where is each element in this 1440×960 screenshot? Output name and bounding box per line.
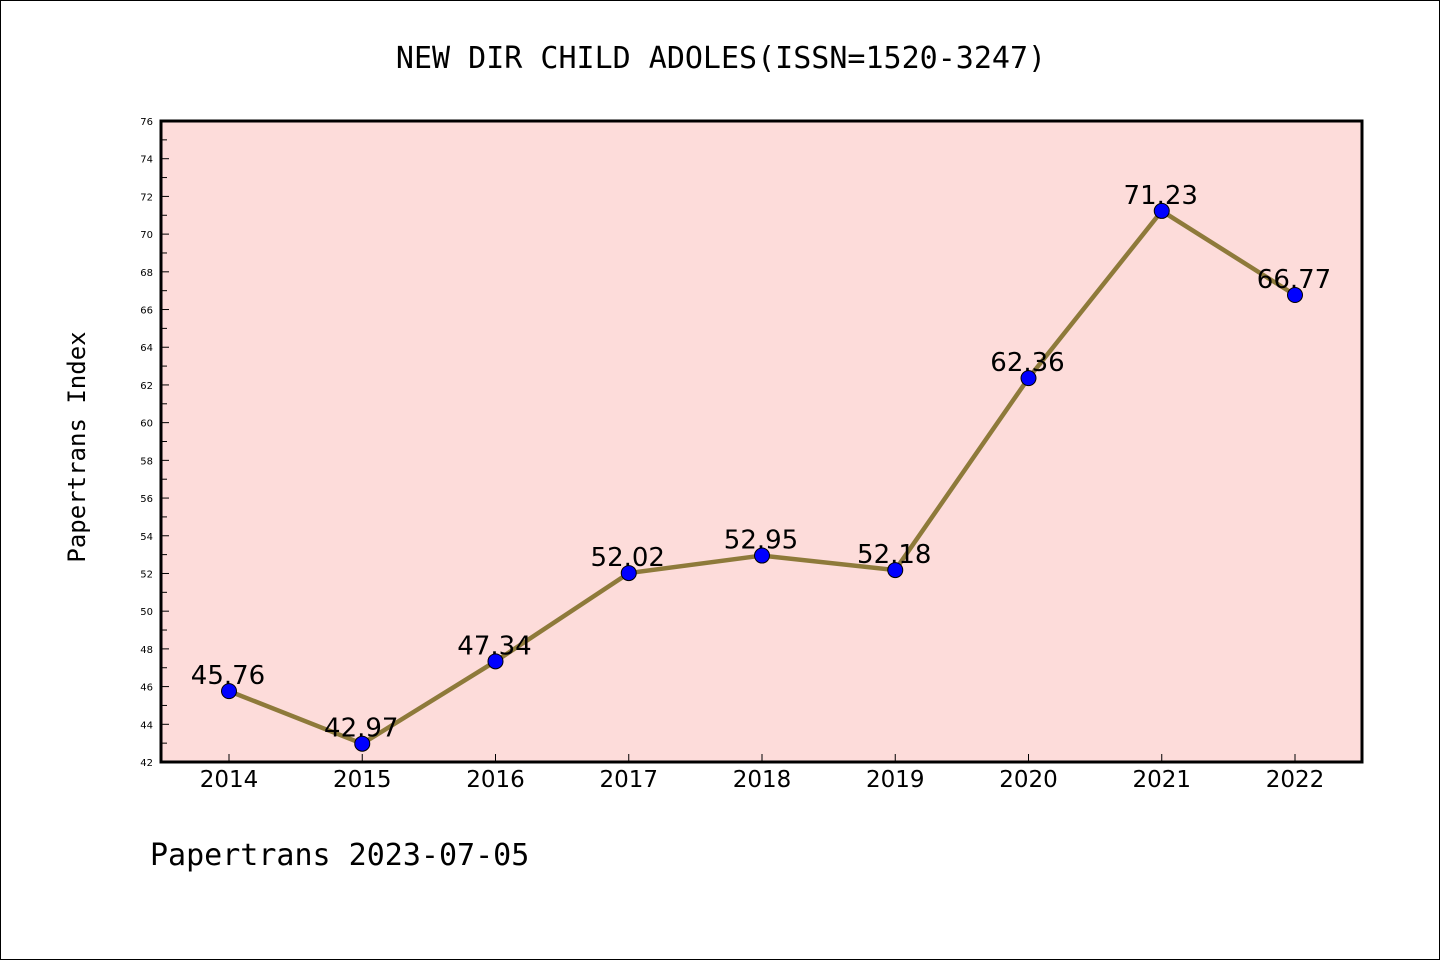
x-tick-label: 2021 <box>1132 767 1191 793</box>
y-tick-label: 60 <box>140 419 153 430</box>
series-group: 45.76 42.97 47.34 52.02 52.95 52.18 62.36 71.23… <box>191 181 1331 752</box>
y-tick-label: 68 <box>140 268 153 279</box>
x-tick-label: 2015 <box>333 767 392 793</box>
data-point <box>1020 370 1037 387</box>
y-tick-label: 42 <box>140 758 153 769</box>
x-tick-label: 2016 <box>466 767 525 793</box>
chart-title: NEW DIR CHILD ADOLES(ISSN=1520-3247) <box>396 41 1046 76</box>
y-tick-label: 52 <box>140 569 153 580</box>
y-tick-label: 62 <box>140 381 153 392</box>
x-tick-label: 2014 <box>200 767 259 793</box>
data-point <box>887 562 904 579</box>
data-label: 71.23 <box>1124 181 1198 211</box>
footer-text: Papertrans 2023-07-05 <box>150 838 529 873</box>
x-tick-label: 2017 <box>599 767 658 793</box>
data-label: 45.76 <box>191 661 265 691</box>
data-point <box>354 735 371 752</box>
y-axis-label: Papertrans Index <box>63 331 91 562</box>
y-tick-label: 48 <box>140 645 153 656</box>
y-tick-label: 44 <box>140 720 153 731</box>
plot-frame <box>159 119 1364 764</box>
x-tick-label: 2020 <box>999 767 1058 793</box>
y-tick-label: 70 <box>140 230 153 241</box>
data-label: 47.34 <box>457 631 531 661</box>
y-tick-label: 74 <box>140 155 153 166</box>
data-label: 52.02 <box>591 543 665 573</box>
y-tick-label: 76 <box>140 117 153 128</box>
plot-area <box>161 121 1362 762</box>
data-point <box>487 653 504 670</box>
x-axis-ticks: 2014 2015 2016 2017 2018 2019 2020 2021 2022 <box>200 754 1325 793</box>
y-axis-ticks: 42 44 46 48 50 52 54 56 58 60 62 64 66 68 70 72 74 76 <box>140 117 169 769</box>
data-point <box>1287 287 1303 304</box>
y-tick-label: 50 <box>140 607 153 618</box>
data-label: 42.97 <box>324 714 398 744</box>
data-label: 52.95 <box>724 526 798 556</box>
y-tick-label: 46 <box>140 683 153 694</box>
x-tick-label: 2019 <box>866 767 925 793</box>
y-tick-label: 54 <box>140 532 153 543</box>
y-tick-label: 64 <box>140 343 153 354</box>
y-tick-label: 66 <box>140 306 153 317</box>
y-tick-label: 58 <box>140 456 153 467</box>
y-tick-label: 72 <box>140 192 153 203</box>
data-label: 62.36 <box>990 348 1064 378</box>
data-label: 52.18 <box>857 540 931 570</box>
data-point <box>221 683 237 700</box>
data-label: 66.77 <box>1257 265 1331 295</box>
data-point <box>1153 202 1170 219</box>
y-tick-label: 56 <box>140 494 153 505</box>
data-point <box>754 547 770 564</box>
x-tick-label: 2018 <box>733 767 792 793</box>
x-tick-label: 2022 <box>1266 767 1325 793</box>
data-point <box>620 565 637 582</box>
